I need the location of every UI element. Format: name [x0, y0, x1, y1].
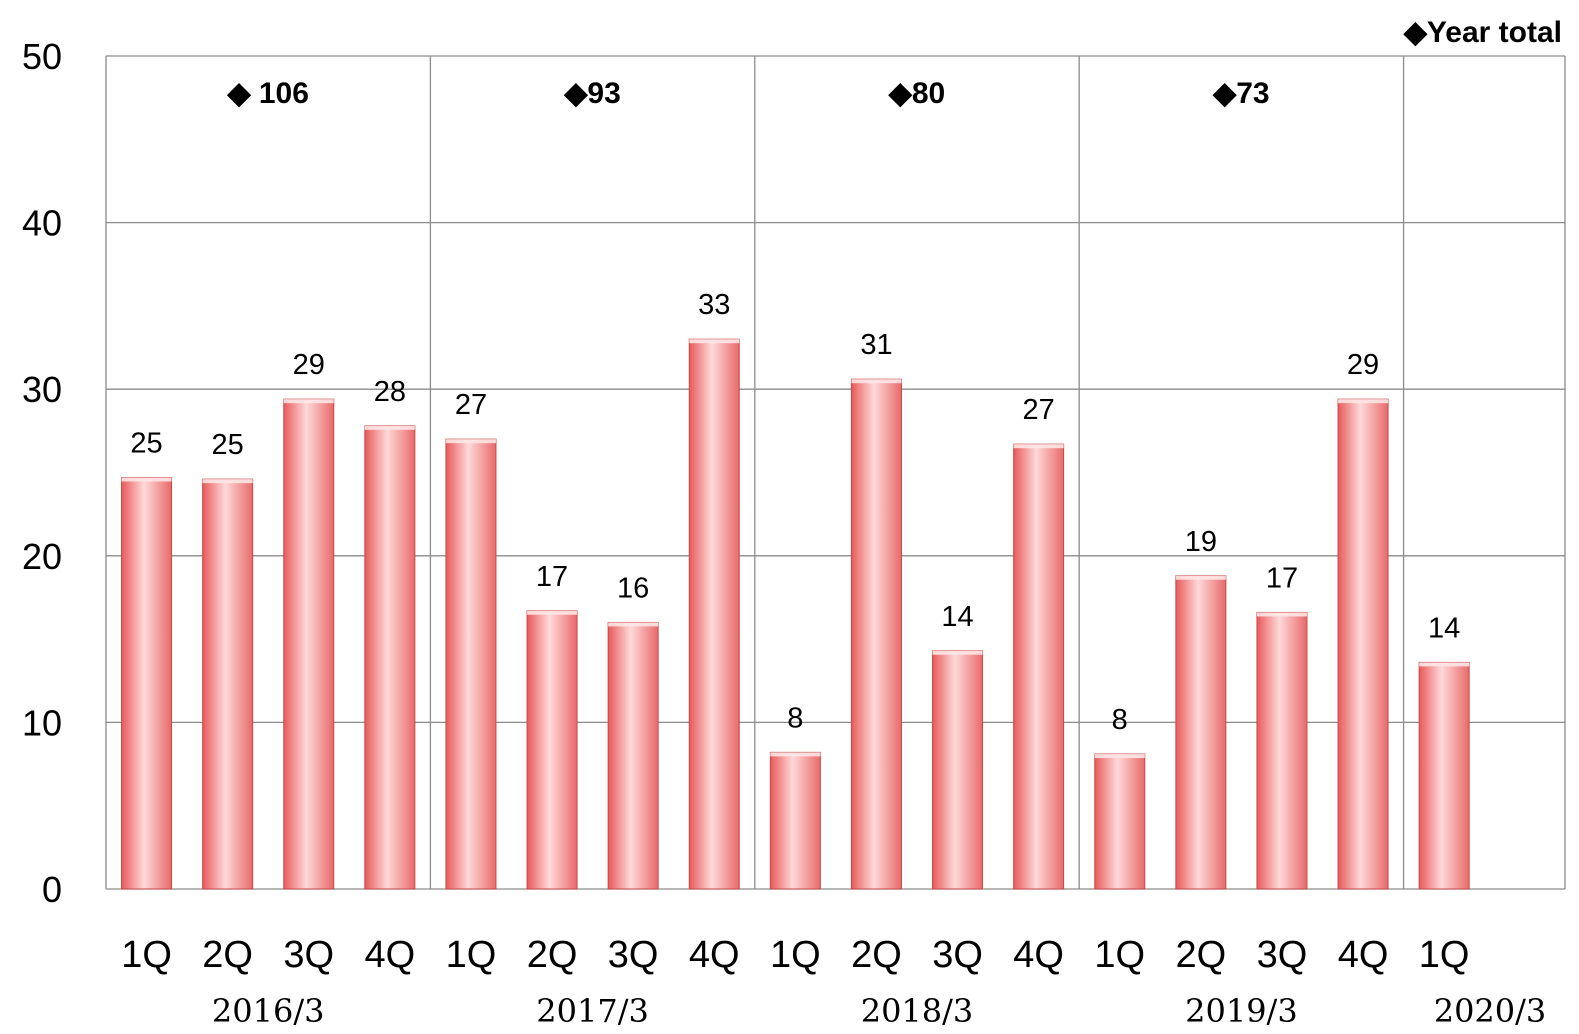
data-label: 29	[293, 349, 325, 381]
data-label: 14	[941, 601, 973, 633]
data-label: 17	[536, 561, 568, 593]
x-tick-label: 4Q	[1013, 934, 1064, 976]
bar-highlight	[527, 610, 578, 615]
x-tick-label: 1Q	[446, 934, 497, 976]
data-label: 25	[212, 429, 244, 461]
bar	[688, 338, 740, 890]
year-total-label: ◆ 106	[226, 77, 308, 110]
data-label: 19	[1185, 526, 1217, 558]
bar-highlight	[1175, 575, 1226, 580]
data-label: 33	[698, 289, 730, 321]
x-tick-label: 1Q	[1094, 934, 1145, 976]
x-tick-label: 4Q	[1338, 934, 1389, 976]
x-tick-label: 3Q	[932, 934, 983, 976]
bar	[932, 650, 984, 890]
labels-layer: 0 10 20 30 40 50 25 1Q 25 2Q 29 3Q 28 4Q 27 1Q 17 2Q 16 3Q 3…	[22, 16, 1562, 1030]
bar-highlight	[1013, 444, 1064, 449]
x-tick-label: 4Q	[689, 934, 740, 976]
x-tick-label: 3Q	[283, 934, 334, 976]
year-total-label: ◆93	[563, 77, 620, 110]
bar	[607, 621, 659, 890]
bar	[1337, 398, 1389, 890]
x-tick-label: 1Q	[1419, 934, 1470, 976]
bar	[1256, 611, 1308, 890]
bar-series	[121, 338, 1470, 890]
y-tick-label: 50	[22, 36, 62, 77]
bar	[769, 751, 821, 890]
bar	[850, 378, 902, 890]
bar	[121, 476, 173, 890]
year-total-label: ◆80	[888, 77, 945, 110]
bar	[1094, 753, 1146, 890]
data-label: 8	[1112, 704, 1128, 736]
bar-highlight	[608, 622, 659, 627]
bar-highlight	[1094, 754, 1145, 759]
y-tick-label: 40	[22, 203, 62, 244]
x-tick-label: 3Q	[608, 934, 659, 976]
data-label: 14	[1428, 612, 1460, 644]
bar-highlight	[689, 339, 740, 344]
legend-year-total: ◆Year total	[1403, 16, 1562, 49]
group-label: 2018/3	[861, 992, 974, 1030]
bar	[1418, 661, 1470, 890]
x-tick-label: 2Q	[202, 934, 253, 976]
bar-highlight	[364, 425, 415, 430]
y-tick-label: 0	[42, 869, 62, 910]
y-tick-label: 30	[22, 369, 62, 410]
data-label: 8	[787, 702, 803, 734]
bar	[364, 425, 416, 890]
bar-highlight	[1419, 662, 1470, 667]
x-tick-label: 3Q	[1257, 934, 1308, 976]
y-tick-label: 10	[22, 702, 62, 743]
bar-highlight	[283, 399, 334, 404]
bar	[1175, 575, 1227, 890]
bar	[1013, 443, 1065, 890]
bar-highlight	[445, 439, 496, 444]
bar	[202, 478, 254, 890]
x-tick-label: 2Q	[1175, 934, 1226, 976]
bar-highlight	[770, 752, 821, 757]
data-label: 28	[374, 376, 406, 408]
group-label: 2016/3	[212, 992, 325, 1030]
data-label: 16	[617, 572, 649, 604]
x-tick-label: 4Q	[364, 934, 415, 976]
data-label: 27	[455, 389, 487, 421]
data-label: 31	[860, 329, 892, 361]
data-label: 25	[130, 427, 162, 459]
bar	[283, 398, 335, 890]
bar	[445, 438, 497, 890]
bar-highlight	[1338, 399, 1389, 404]
x-tick-label: 2Q	[527, 934, 578, 976]
gridlines	[105, 55, 1566, 890]
x-tick-label: 1Q	[770, 934, 821, 976]
group-label: 2017/3	[536, 992, 649, 1030]
data-label: 17	[1266, 562, 1298, 594]
data-label: 29	[1347, 349, 1379, 381]
bar-highlight	[202, 479, 253, 484]
group-label: 2020/3	[1434, 992, 1547, 1030]
bar	[526, 610, 578, 890]
bar-highlight	[121, 477, 172, 482]
group-label: 2019/3	[1185, 992, 1298, 1030]
year-total-label: ◆73	[1212, 77, 1269, 110]
x-tick-label: 1Q	[121, 934, 172, 976]
y-tick-label: 20	[22, 536, 62, 577]
bar-highlight	[851, 379, 902, 384]
x-tick-label: 2Q	[851, 934, 902, 976]
bar-highlight	[932, 650, 983, 655]
bar-highlight	[1256, 612, 1307, 617]
data-label: 27	[1023, 394, 1055, 426]
